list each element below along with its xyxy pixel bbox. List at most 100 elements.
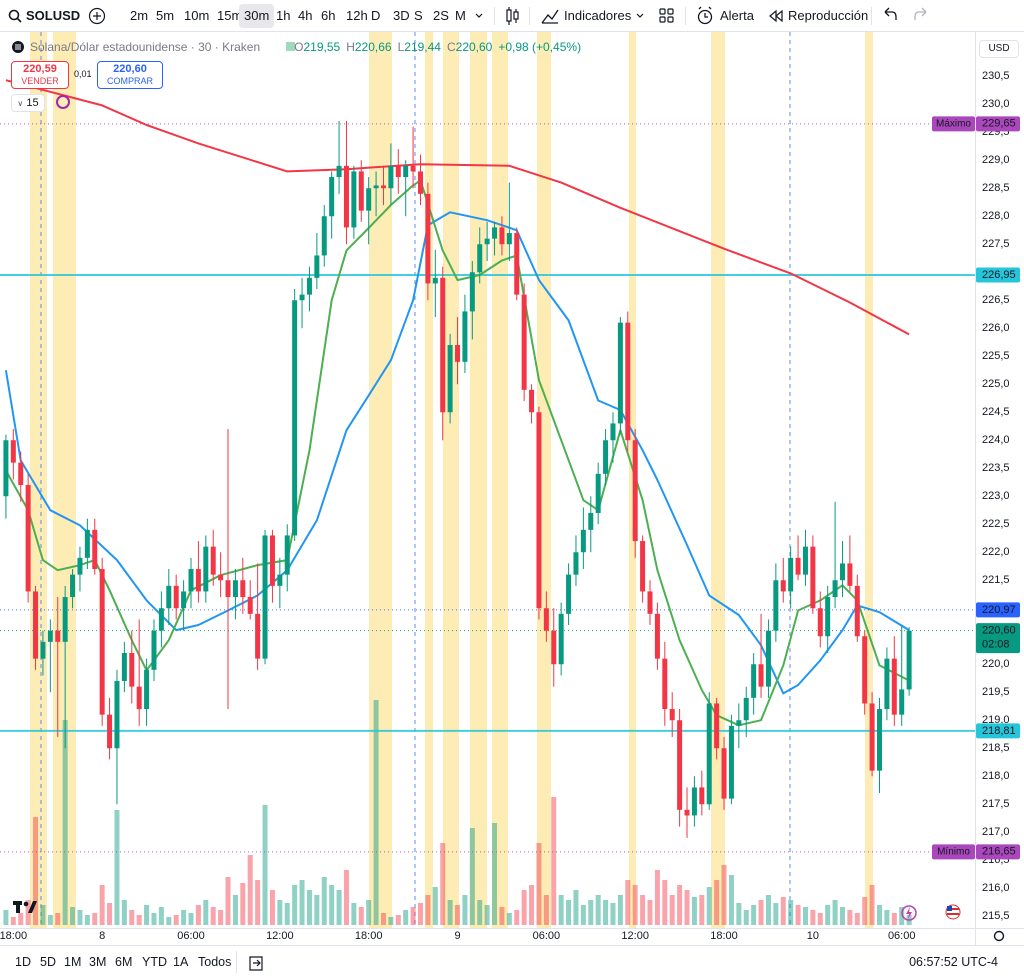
indicators-button[interactable]: Indicadores (564, 8, 632, 23)
interval-button[interactable]: D (371, 8, 381, 23)
undo-icon[interactable] (884, 7, 897, 20)
volume-bar (284, 903, 290, 925)
candle-type-icon[interactable] (506, 7, 519, 25)
volume-bar (876, 905, 882, 925)
volume-bar (654, 870, 660, 925)
candle-body (418, 171, 424, 194)
candle-body (240, 580, 246, 598)
replay-button[interactable]: Reproducción (788, 8, 869, 23)
candle-body (506, 233, 512, 245)
volume-bar (395, 915, 401, 925)
range-button[interactable]: 1M (64, 955, 82, 969)
indicator-toggle[interactable]: ∨ 15 (11, 94, 45, 112)
logo-part (23, 901, 29, 907)
volume-bar (788, 900, 794, 925)
range-button[interactable]: 3M (89, 955, 107, 969)
volume-bar (218, 910, 224, 925)
volume-bar (195, 905, 201, 925)
volume-bar (899, 907, 905, 925)
alert-button[interactable]: Alerta (720, 8, 754, 23)
volume-bar (158, 907, 164, 925)
interval-button[interactable]: 1h (276, 8, 291, 23)
legend-value: 220,66 (354, 40, 392, 54)
volume-bar (151, 913, 157, 925)
price-tag-label: 229,65 (982, 118, 1016, 130)
compare-icon[interactable] (88, 7, 106, 25)
candle-body (166, 585, 172, 609)
layout-icon[interactable] (659, 8, 674, 23)
currency-button[interactable]: USD (979, 40, 1019, 58)
range-button[interactable]: YTD (142, 955, 167, 969)
range-button[interactable]: 1D (15, 955, 31, 969)
buy-button[interactable]: 220,60 COMPRAR (97, 61, 163, 89)
x-tick-label: 06:00 (177, 930, 205, 942)
interval-button[interactable]: 6h (321, 8, 336, 23)
alert-icon[interactable] (697, 9, 713, 25)
volume-bar (62, 720, 68, 925)
legend-change: +0,98 (+0,45%) (498, 40, 582, 54)
y-tick-label: 226,0 (982, 322, 1010, 334)
highlight (865, 32, 873, 928)
x-tick-label: 8 (99, 930, 105, 942)
chevron[interactable] (475, 13, 483, 18)
candle-body (373, 185, 379, 189)
range-button[interactable]: 5D (40, 955, 56, 969)
interval-button[interactable]: 30m (239, 4, 275, 28)
candle-body (617, 322, 623, 424)
candle-body (121, 653, 127, 682)
sell-button[interactable]: 220,59 VENDER (11, 61, 69, 89)
y-tick-label: 215,5 (982, 910, 1010, 922)
volume-bar (403, 910, 409, 925)
interval-button[interactable]: 15m (217, 8, 243, 23)
volume-bar (92, 913, 98, 925)
redo-icon[interactable] (914, 7, 927, 20)
legend-item: H220,66 (346, 40, 391, 54)
interval-button[interactable]: 4h (298, 8, 313, 23)
y-tick-label: 225,0 (982, 378, 1010, 390)
search-icon[interactable] (8, 9, 20, 21)
candle-body (529, 389, 535, 413)
volume-bar (232, 895, 238, 925)
interval-button[interactable]: 12h (346, 8, 368, 23)
date-range-icon[interactable] (249, 956, 263, 971)
y-tick-label: 217,0 (982, 826, 1010, 838)
settings-icon[interactable] (993, 930, 1005, 942)
replay-icon[interactable] (769, 9, 783, 23)
interval-button[interactable]: 2S (433, 8, 449, 23)
volume-bar (455, 905, 461, 925)
interval-button[interactable]: 5m (156, 8, 175, 23)
interval-button[interactable]: 3D (393, 8, 410, 23)
interval-button[interactable]: S (414, 8, 423, 23)
volume-bar (625, 880, 631, 925)
range-button[interactable]: Todos (198, 955, 232, 969)
chevron[interactable] (636, 13, 644, 18)
candle-body (70, 574, 76, 598)
indicators-icon[interactable] (541, 9, 559, 24)
volume-bar (839, 907, 845, 925)
interval-button[interactable]: M (455, 8, 466, 23)
interval-button[interactable]: 10m (184, 8, 210, 23)
candle-body (47, 630, 53, 642)
volume-bar (492, 823, 498, 925)
volume-bar (47, 915, 53, 925)
volume-bar (262, 805, 268, 925)
price-tag (976, 116, 1020, 132)
range-button[interactable]: 1A (173, 955, 189, 969)
candle-body (225, 580, 231, 598)
refresh-icon[interactable] (56, 95, 70, 109)
flash-icon[interactable] (901, 905, 917, 921)
interval-button[interactable]: 2m (130, 8, 149, 23)
volume-bar (736, 903, 742, 925)
candle-body (595, 473, 601, 514)
volume-bar (758, 900, 764, 925)
volume-bar (617, 895, 623, 925)
y-tick-label: 225,5 (982, 350, 1010, 362)
range-button[interactable]: 6M (115, 955, 133, 969)
status-icon (286, 42, 295, 51)
candle-body (203, 546, 209, 592)
symbol[interactable]: SOLUSD (26, 8, 81, 23)
volume-bar (691, 897, 697, 925)
highlight (443, 32, 459, 928)
candle-body (477, 244, 483, 273)
moving-average (5, 79, 910, 336)
